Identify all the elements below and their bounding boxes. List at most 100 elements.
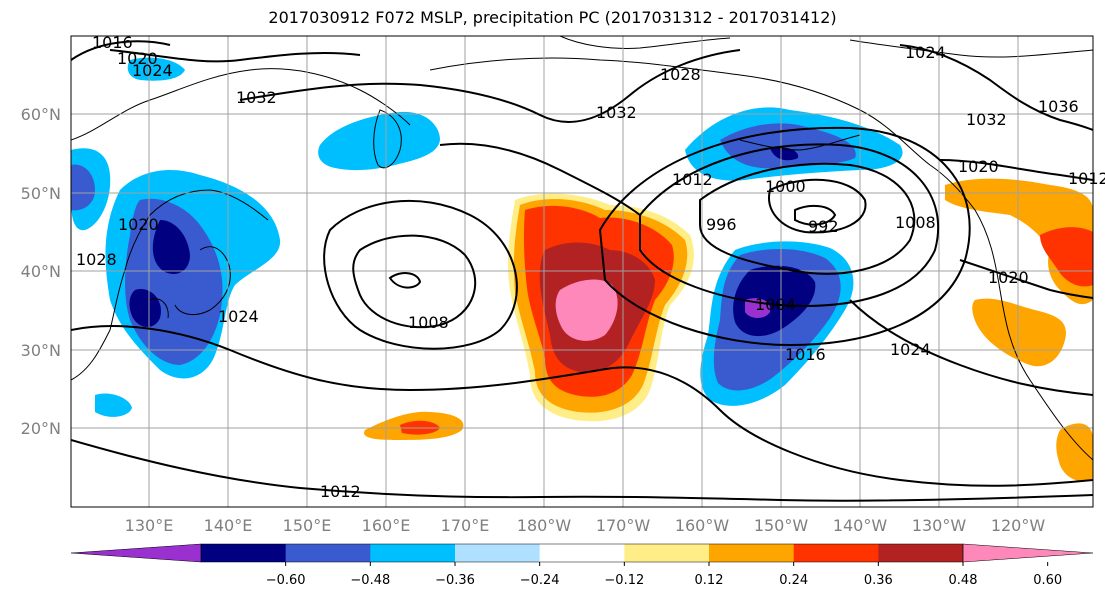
latitude-labels: 60°N 50°N 40°N 30°N 20°N (21, 105, 61, 438)
colorbar-tick-label: −0.36 (435, 573, 475, 588)
lon-label: 160°E (362, 516, 411, 535)
colorbar-swatch (624, 544, 710, 562)
isobar-label: 1016 (92, 33, 133, 52)
colorbar-tick-label: 0.36 (864, 573, 893, 588)
lon-label: 130°W (912, 516, 967, 535)
isobar-contour (699, 162, 916, 275)
isobar-contour (323, 199, 518, 350)
isobar-label: 996 (706, 215, 737, 234)
lon-label: 170°E (441, 516, 490, 535)
colorbar-swatch (878, 544, 964, 562)
lat-label: 50°N (21, 184, 61, 203)
colorbar-tick-label: −0.60 (266, 573, 306, 588)
coastline-asia (71, 68, 411, 381)
isobar-label: 1024 (218, 307, 259, 326)
isobar-contour (71, 325, 1093, 487)
pos-region-namerica-red (1040, 227, 1093, 287)
isobar-label: 1032 (596, 103, 637, 122)
isobar-contour (899, 44, 1093, 131)
neg-region-sw (95, 393, 132, 417)
isobar-contour (439, 142, 641, 216)
map-panel: 1016 1020 1024 1032 1032 1028 1024 1032 … (70, 33, 1105, 508)
lon-label: 120°W (991, 516, 1046, 535)
neg-region-japan-core (152, 220, 190, 275)
coastline-japan (149, 246, 231, 319)
isobar-label: 1004 (755, 295, 796, 314)
isobar-label: 1032 (966, 110, 1007, 129)
coastline-aleutian (739, 134, 861, 151)
colorbar-swatch (539, 544, 625, 562)
isobar-contour (639, 143, 940, 307)
isobar-label: 1008 (408, 313, 449, 332)
colorbar-swatch (285, 544, 371, 562)
colorbar-extend-high (962, 543, 1094, 563)
isobar-contour (352, 234, 477, 329)
isobar-label: 1024 (905, 43, 946, 62)
colorbar-tick-label: −0.12 (604, 573, 644, 588)
colorbar-tick-label: 0.60 (1033, 573, 1062, 588)
neg-region-westedge-mid (71, 164, 95, 211)
lat-label: 40°N (21, 262, 61, 281)
isobar-label: 1012 (1068, 169, 1105, 188)
isobar-label: 1020 (958, 157, 999, 176)
map-title: 2017030912 F072 MSLP, precipitation PC (… (268, 8, 837, 27)
isobar-contour (794, 204, 837, 226)
isobar-contour (939, 159, 1093, 181)
graticule (71, 36, 1093, 507)
isobar-label: 1036 (1038, 97, 1079, 116)
isobar-label: 1032 (236, 88, 277, 107)
isobar-contour (768, 178, 867, 234)
lat-label: 30°N (21, 341, 61, 360)
isobar-label: 1012 (320, 482, 361, 501)
neg-region-nepac-core (733, 265, 816, 337)
colorbar-swatch (201, 544, 287, 562)
isobar-label: 1024 (132, 61, 173, 80)
colorbar-swatch (370, 544, 456, 562)
colorbar-swatch (455, 544, 541, 562)
isobars (71, 40, 1093, 502)
colorbar-tick-labels: −0.60 −0.48 −0.36 −0.24 −0.12 0.12 0.24 0.36 0.4… (266, 562, 1062, 588)
neg-region-alaska-core (770, 147, 799, 161)
isobar-label: 1028 (76, 250, 117, 269)
isobar-label: 1016 (785, 345, 826, 364)
colorbar-swatch (709, 544, 795, 562)
isobar-label: 1012 (672, 170, 713, 189)
isobar-contour (71, 439, 1093, 502)
pos-region-central-pink (555, 279, 618, 341)
neg-region-okhotsk (127, 57, 185, 81)
isobar-contour (71, 40, 171, 61)
isobar-contour (388, 272, 422, 289)
map-frame (70, 35, 1094, 508)
lon-label: 150°E (283, 516, 332, 535)
isobar-label: 1008 (895, 213, 936, 232)
colorbar-frame (200, 543, 964, 563)
lon-label: 140°W (833, 516, 888, 535)
lon-label: 140°E (204, 516, 253, 535)
isobar-label: 1024 (890, 340, 931, 359)
isobar-contour (849, 299, 1093, 396)
neg-region-kamchatka (318, 111, 440, 171)
isobar-label: 1020 (117, 49, 158, 68)
colorbar-tick-label: 0.24 (779, 573, 808, 588)
isobar-label-group: 1016 1020 1024 1032 1032 1028 1024 1032 … (76, 33, 1105, 501)
isobar-label: 1020 (988, 268, 1029, 287)
isobar-label: 992 (808, 217, 839, 236)
isobar-contour (109, 49, 361, 63)
colorbar-tick-label: −0.24 (520, 573, 560, 588)
lon-label: 180°W (517, 516, 572, 535)
isobar-contour (959, 259, 1093, 299)
lat-label: 20°N (21, 419, 61, 438)
pos-region-namerica-south (972, 298, 1066, 367)
colorbar-tick-label: 0.12 (695, 573, 724, 588)
isobar-label: 1028 (660, 65, 701, 84)
pos-region-namerica (945, 178, 1093, 305)
colorbar (70, 543, 1094, 563)
colorbar-tick-label: −0.48 (350, 573, 390, 588)
isobar-contour (598, 126, 971, 347)
colorbar-tick-label: 0.48 (949, 573, 978, 588)
colorbar-swatch (793, 544, 879, 562)
lat-label: 60°N (21, 105, 61, 124)
isobar-contour (239, 49, 741, 123)
isobar-label: 1020 (118, 215, 159, 234)
